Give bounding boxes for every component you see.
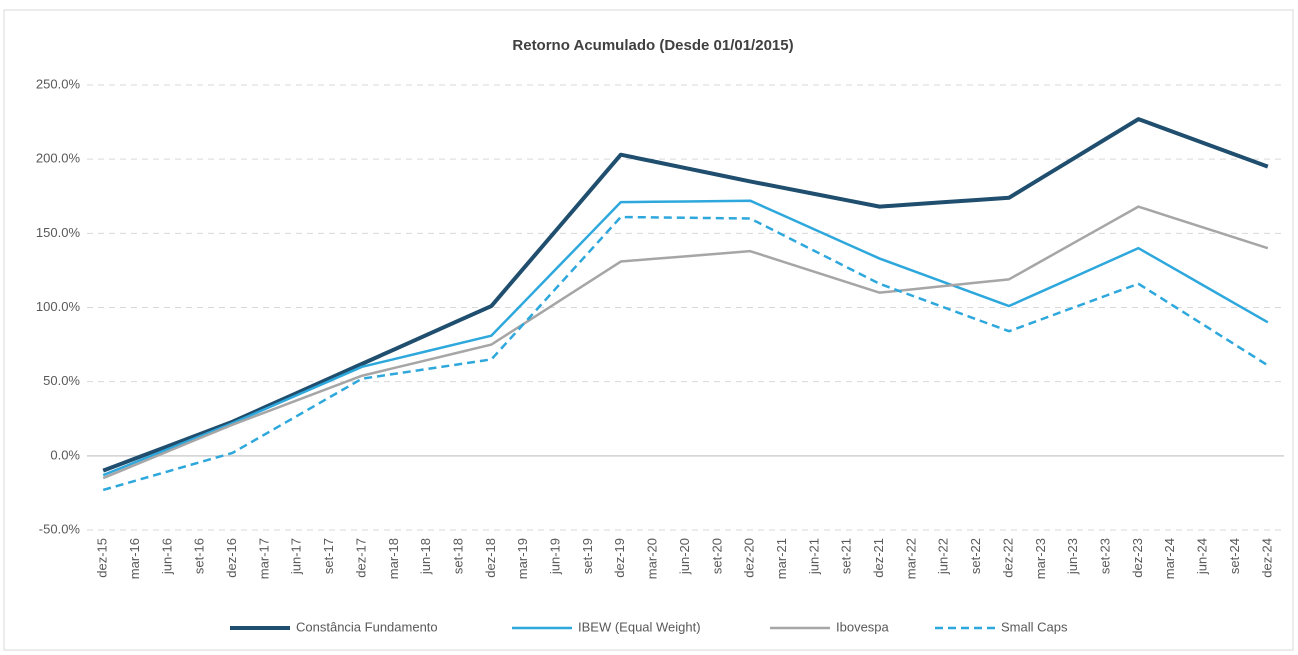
x-tick-label: jun-23 — [1065, 538, 1080, 575]
y-tick-label: -50.0% — [39, 521, 81, 536]
x-tick-label: dez-15 — [95, 538, 110, 578]
x-tick-label: dez-20 — [742, 538, 757, 578]
x-tick-label: jun-17 — [289, 538, 304, 575]
x-tick-label: set-23 — [1098, 538, 1113, 574]
x-tick-label: jun-21 — [806, 538, 821, 575]
y-tick-label: 0.0% — [50, 447, 80, 462]
x-tick-label: set-22 — [968, 538, 983, 574]
x-tick-label: dez-24 — [1259, 538, 1274, 578]
series-line — [102, 117, 1269, 473]
series-line — [102, 205, 1269, 480]
y-tick-label: 200.0% — [36, 151, 81, 166]
x-tick-label: dez-21 — [871, 538, 886, 578]
x-tick-label: jun-19 — [548, 538, 563, 575]
chart-title: Retorno Acumulado (Desde 01/01/2015) — [512, 37, 793, 54]
chart-frame — [3, 9, 1294, 651]
series-line — [102, 215, 1269, 492]
x-tick-label: mar-21 — [774, 538, 789, 579]
x-tick-label: jun-22 — [936, 538, 951, 575]
x-tick-label: mar-18 — [386, 538, 401, 579]
legend-label: Small Caps — [1001, 619, 1068, 634]
x-tick-label: set-21 — [839, 538, 854, 574]
series-line — [102, 199, 1269, 477]
x-tick-label: mar-24 — [1162, 538, 1177, 579]
x-tick-label: dez-18 — [483, 538, 498, 578]
x-tick-label: jun-16 — [159, 538, 174, 575]
x-tick-label: dez-19 — [612, 538, 627, 578]
y-tick-label: 50.0% — [43, 373, 80, 388]
x-tick-label: set-18 — [450, 538, 465, 574]
x-tick-label: dez-23 — [1130, 538, 1145, 578]
x-tick-label: jun-20 — [677, 538, 692, 575]
x-tick-label: mar-17 — [256, 538, 271, 579]
x-tick-label: dez-16 — [224, 538, 239, 578]
legend-label: IBEW (Equal Weight) — [578, 619, 701, 634]
x-tick-label: mar-23 — [1033, 538, 1048, 579]
x-tick-label: set-19 — [580, 538, 595, 574]
x-tick-label: mar-16 — [127, 538, 142, 579]
x-tick-label: jun-18 — [418, 538, 433, 575]
x-tick-label: dez-22 — [1000, 538, 1015, 578]
x-tick-label: set-20 — [709, 538, 724, 574]
x-tick-label: jun-24 — [1195, 538, 1210, 575]
x-tick-label: set-17 — [321, 538, 336, 574]
x-tick-label: set-24 — [1227, 538, 1242, 574]
x-tick-label: mar-19 — [515, 538, 530, 579]
x-tick-label: mar-20 — [645, 538, 660, 579]
y-tick-label: 100.0% — [36, 299, 81, 314]
x-tick-label: dez-17 — [353, 538, 368, 578]
legend-label: Constância Fundamento — [296, 619, 438, 634]
y-tick-label: 150.0% — [36, 225, 81, 240]
x-tick-label: set-16 — [192, 538, 207, 574]
y-tick-label: 250.0% — [36, 76, 81, 91]
x-tick-label: mar-22 — [903, 538, 918, 579]
legend-label: Ibovespa — [836, 619, 890, 634]
